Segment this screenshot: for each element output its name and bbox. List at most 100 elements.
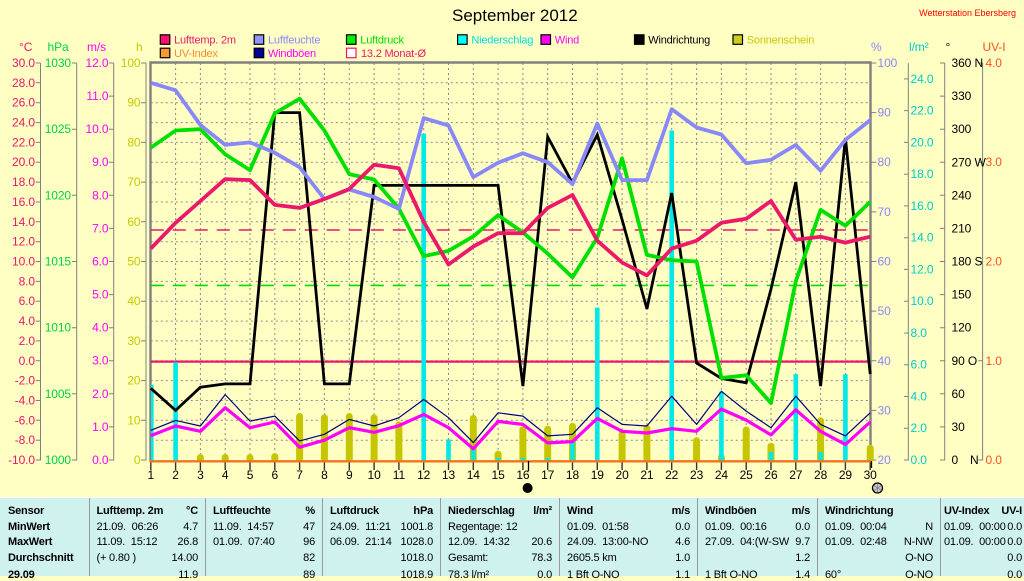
svg-text:0: 0	[952, 453, 959, 467]
svg-text:26.0: 26.0	[12, 96, 35, 110]
svg-text:90 O: 90 O	[952, 354, 978, 368]
svg-text:4.0: 4.0	[911, 390, 928, 404]
svg-text:12.0: 12.0	[86, 56, 109, 70]
svg-text:70: 70	[878, 205, 892, 219]
svg-text:3.0: 3.0	[92, 354, 109, 368]
svg-text:Windrichtung: Windrichtung	[648, 35, 710, 47]
svg-text:4.0: 4.0	[19, 314, 36, 328]
svg-text:29: 29	[839, 468, 853, 482]
svg-text:21: 21	[640, 468, 654, 482]
svg-text:0: 0	[134, 453, 141, 467]
svg-text:2.0: 2.0	[986, 255, 1003, 269]
svg-text:20.0: 20.0	[12, 155, 35, 169]
svg-text:18: 18	[566, 468, 580, 482]
svg-text:18.0: 18.0	[12, 175, 35, 189]
svg-text:1015: 1015	[45, 255, 72, 269]
svg-text:N: N	[970, 453, 979, 467]
svg-text:23: 23	[690, 468, 704, 482]
svg-text:1010: 1010	[45, 321, 72, 335]
svg-text:25: 25	[740, 468, 754, 482]
svg-text:180 S: 180 S	[952, 255, 983, 269]
svg-text:UV-Index: UV-Index	[174, 48, 218, 60]
svg-text:6.0: 6.0	[19, 294, 36, 308]
svg-text:0.0: 0.0	[92, 453, 109, 467]
svg-text:Lufttemp. 2m: Lufttemp. 2m	[174, 35, 236, 47]
svg-text:60: 60	[878, 255, 892, 269]
svg-text:90: 90	[127, 96, 141, 110]
svg-text:300: 300	[952, 122, 972, 136]
svg-text:8: 8	[321, 468, 328, 482]
svg-text:Luftfeuchte: Luftfeuchte	[268, 35, 320, 47]
svg-text:40: 40	[127, 294, 141, 308]
svg-text:5.0: 5.0	[92, 288, 109, 302]
svg-text:22.0: 22.0	[12, 135, 35, 149]
svg-text:4.0: 4.0	[986, 56, 1003, 70]
svg-text:September 2012: September 2012	[452, 6, 578, 25]
svg-text:Wetterstation Ebersberg: Wetterstation Ebersberg	[919, 8, 1016, 18]
svg-text:4: 4	[222, 468, 229, 482]
svg-text:10.0: 10.0	[911, 294, 934, 308]
svg-text:1020: 1020	[45, 188, 72, 202]
svg-text:13: 13	[442, 468, 456, 482]
svg-text:0.0: 0.0	[986, 453, 1003, 467]
svg-text:28.0: 28.0	[12, 76, 35, 90]
svg-text:100: 100	[121, 56, 141, 70]
svg-text:60: 60	[952, 387, 966, 401]
svg-text:1030: 1030	[45, 56, 72, 70]
svg-text:°: °	[946, 40, 951, 54]
svg-text:l/m²: l/m²	[909, 40, 929, 54]
svg-text:%: %	[871, 40, 882, 54]
svg-text:20.0: 20.0	[911, 135, 934, 149]
svg-text:0.0: 0.0	[911, 453, 928, 467]
svg-text:27: 27	[789, 468, 803, 482]
svg-text:240: 240	[952, 188, 972, 202]
svg-text:4.0: 4.0	[92, 321, 109, 335]
svg-text:6.0: 6.0	[911, 358, 928, 372]
svg-text:3.0: 3.0	[986, 155, 1003, 169]
svg-text:16.0: 16.0	[12, 195, 35, 209]
svg-text:3: 3	[197, 468, 204, 482]
svg-text:-4.0: -4.0	[15, 394, 36, 408]
svg-text:50: 50	[127, 255, 141, 269]
svg-text:hPa: hPa	[48, 40, 69, 54]
svg-text:330: 330	[952, 89, 972, 103]
svg-text:8.0: 8.0	[92, 188, 109, 202]
svg-text:28: 28	[814, 468, 828, 482]
svg-text:20: 20	[616, 468, 630, 482]
svg-text:11.0: 11.0	[86, 89, 108, 103]
svg-text:50: 50	[878, 304, 892, 318]
svg-text:2.0: 2.0	[911, 421, 928, 435]
svg-text:7: 7	[296, 468, 303, 482]
svg-text:150: 150	[952, 288, 972, 302]
svg-text:1000: 1000	[45, 453, 72, 467]
svg-text:6: 6	[272, 468, 279, 482]
svg-text:16: 16	[516, 468, 530, 482]
svg-text:10: 10	[127, 413, 141, 427]
svg-text:22.0: 22.0	[911, 104, 934, 118]
svg-text:19: 19	[591, 468, 605, 482]
svg-text:12: 12	[417, 468, 431, 482]
svg-text:8.0: 8.0	[911, 326, 928, 340]
svg-text:1.0: 1.0	[92, 420, 109, 434]
svg-text:°C: °C	[19, 40, 33, 54]
svg-text:-2.0: -2.0	[15, 374, 36, 388]
svg-text:8.0: 8.0	[19, 274, 36, 288]
svg-text:22: 22	[665, 468, 679, 482]
svg-text:120: 120	[952, 321, 972, 335]
svg-text:80: 80	[127, 135, 141, 149]
svg-text:24: 24	[715, 468, 729, 482]
svg-text:-8.0: -8.0	[15, 433, 36, 447]
svg-text:30: 30	[878, 403, 892, 417]
svg-text:30: 30	[127, 334, 141, 348]
svg-text:30: 30	[864, 468, 878, 482]
svg-text:20: 20	[127, 374, 141, 388]
svg-text:90: 90	[878, 106, 892, 120]
svg-text:26: 26	[764, 468, 778, 482]
svg-text:360 N: 360 N	[952, 56, 984, 70]
svg-text:100: 100	[878, 56, 898, 70]
svg-text:30: 30	[952, 420, 966, 434]
svg-text:24.0: 24.0	[911, 72, 934, 86]
svg-text:-10.0: -10.0	[8, 453, 35, 467]
svg-text:9: 9	[346, 468, 353, 482]
svg-text:60: 60	[127, 215, 141, 229]
